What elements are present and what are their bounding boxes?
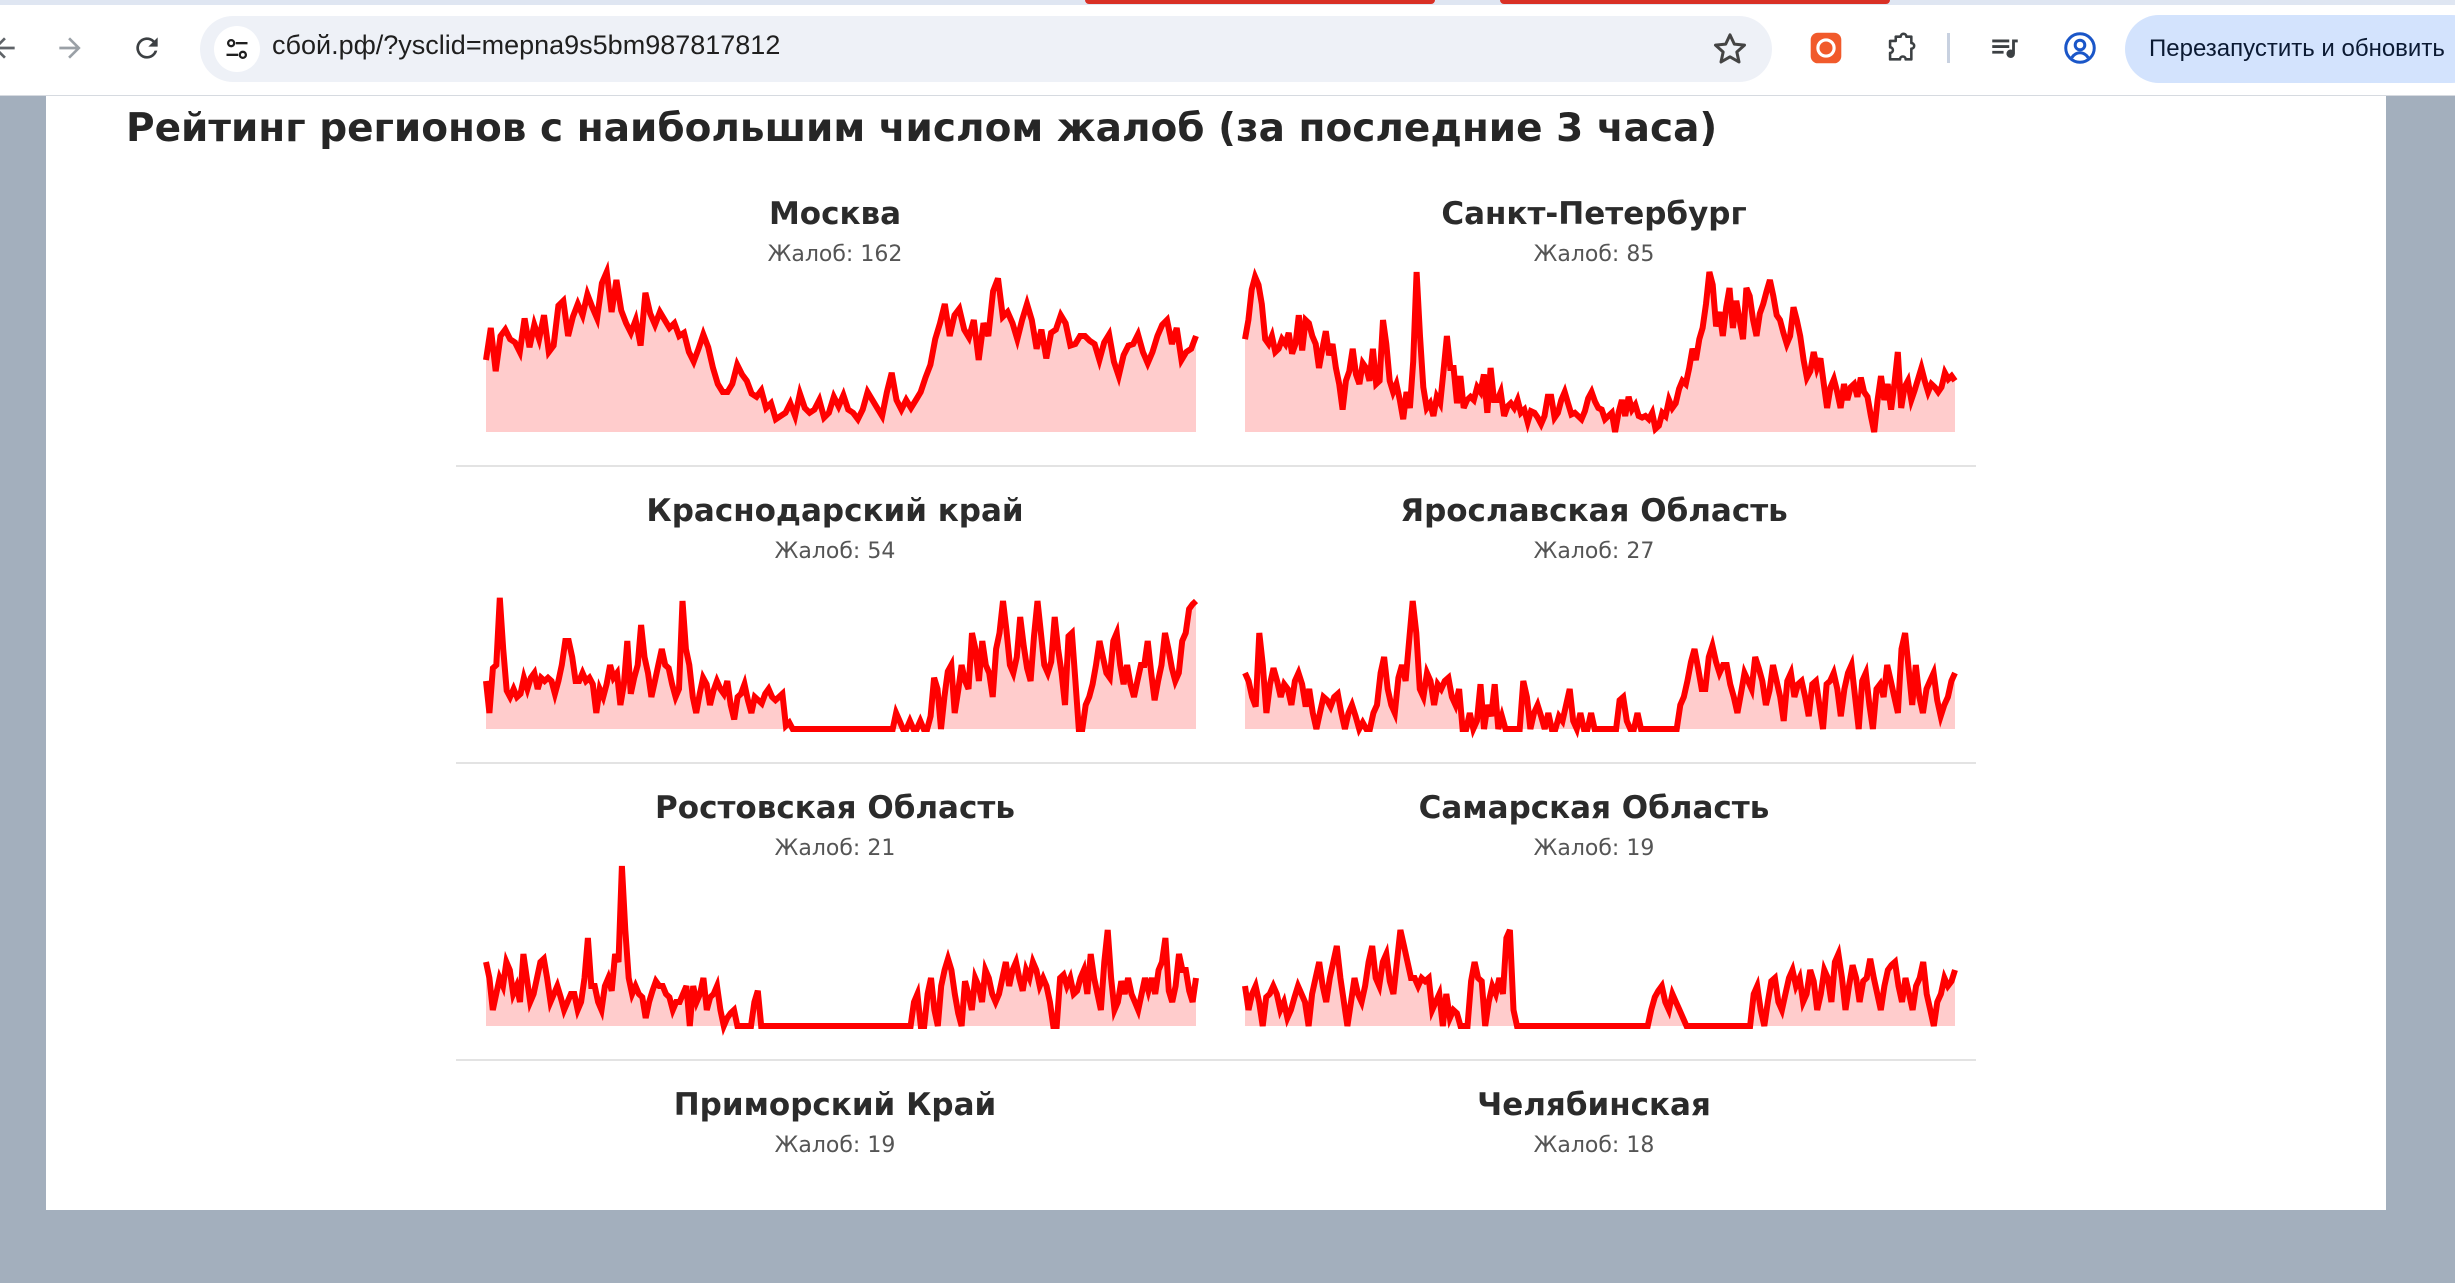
sparkline-line [1242, 267, 1958, 435]
site-info-button[interactable] [214, 26, 260, 72]
complaints-count: Жалоб: 162 [767, 242, 903, 267]
tab-strip [0, 0, 2455, 5]
complaints-count: Жалоб: 19 [774, 1133, 896, 1158]
record-icon [1810, 32, 1842, 64]
region-name[interactable]: Приморский Край [673, 1087, 997, 1123]
region-card-spb: Санкт-Петербург Жалоб: 85 [1223, 96, 1965, 435]
url-text[interactable]: сбой.рф/?ysclid=mepna9s5bm987817812 [272, 30, 781, 60]
page-title: Рейтинг регионов с наибольшим числом жал… [126, 106, 1718, 151]
back-button[interactable] [0, 22, 30, 74]
sparkline-chart [483, 865, 1199, 1036]
sparkline-chart [1242, 267, 1958, 435]
region-name[interactable]: Челябинская [1477, 1087, 1711, 1123]
media-controls-button[interactable] [1985, 28, 2025, 68]
region-card-samara: Самарская Область Жалоб: 19 [1223, 690, 1965, 1029]
tune-icon [226, 38, 248, 60]
region-card-rostov: Ростовская Область Жалоб: 21 [464, 690, 1206, 1036]
sparkline-line [483, 865, 1199, 1036]
account-circle-icon [2064, 32, 2096, 64]
region-card-chelyabinsk: Челябинская Жалоб: 18 [1223, 987, 1965, 1283]
region-name[interactable]: Краснодарский край [646, 493, 1024, 529]
sparkline-line [1242, 928, 1958, 1029]
complaints-count: Жалоб: 54 [774, 539, 896, 564]
row-divider [456, 1059, 1976, 1061]
browser-toolbar: сбой.рф/?ysclid=mepna9s5bm987817812 Пере… [0, 0, 2455, 96]
complaints-count: Жалоб: 18 [1533, 1133, 1655, 1158]
region-name[interactable]: Самарская Область [1418, 790, 1770, 826]
toolbar-separator [1947, 33, 1950, 63]
sparkline-chart [483, 597, 1199, 733]
tab-indicator[interactable] [1500, 0, 1890, 4]
region-name[interactable]: Москва [768, 196, 902, 232]
sparkline-line [1242, 600, 1958, 739]
sparkline-line [483, 260, 1199, 427]
region-name[interactable]: Санкт-Петербург [1441, 196, 1747, 232]
sparkline-chart [1242, 600, 1958, 739]
sparkline-chart [483, 260, 1199, 432]
reload-button[interactable] [121, 22, 173, 74]
profile-button[interactable] [2060, 28, 2100, 68]
region-card-krasnodar: Краснодарский край Жалоб: 54 [464, 393, 1206, 733]
row-divider [456, 465, 1976, 467]
region-name[interactable]: Ярославская Область [1400, 493, 1788, 529]
tab-indicator[interactable] [1085, 0, 1435, 4]
region-card-moscow: Москва Жалоб: 162 [464, 96, 1206, 432]
complaints-count: Жалоб: 19 [1533, 836, 1655, 861]
arrow-right-icon [59, 37, 81, 59]
sparkline-line [483, 597, 1199, 733]
puzzle-icon [1888, 32, 1916, 61]
complaints-count: Жалоб: 27 [1533, 539, 1655, 564]
bookmark-star-icon[interactable] [1710, 29, 1750, 69]
restart-update-button[interactable]: Перезапустить и обновить [2125, 15, 2455, 83]
arrow-left-icon [0, 37, 15, 59]
extensions-button[interactable] [1880, 28, 1920, 68]
extension-record-button[interactable] [1806, 28, 1846, 68]
row-divider [456, 762, 1976, 764]
reload-icon [136, 37, 158, 59]
region-card-yaroslavl: Ярославская Область Жалоб: 27 [1223, 393, 1965, 739]
region-card-primorsky: Приморский Край Жалоб: 19 [464, 987, 1206, 1283]
region-name[interactable]: Ростовская Область [655, 790, 1015, 826]
sparkline-area [486, 272, 1196, 432]
playlist-music-icon [1992, 39, 2018, 58]
page-content: Рейтинг регионов с наибольшим числом жал… [46, 96, 2386, 1210]
complaints-count: Жалоб: 21 [774, 836, 896, 861]
sparkline-chart [1242, 928, 1958, 1029]
complaints-count: Жалоб: 85 [1533, 242, 1655, 267]
sparkline-area [486, 597, 1196, 729]
forward-button[interactable] [44, 22, 96, 74]
address-bar[interactable]: сбой.рф/?ysclid=mepna9s5bm987817812 [200, 16, 1772, 82]
